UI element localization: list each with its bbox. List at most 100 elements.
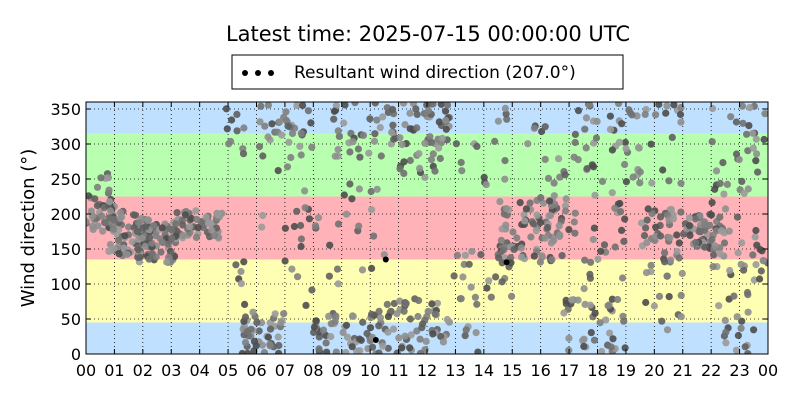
observation-point — [442, 107, 450, 115]
observation-point — [340, 119, 348, 127]
chart-title: Latest time: 2025-07-15 00:00:00 UTC — [226, 22, 630, 46]
x-tick-label: 16 — [530, 361, 550, 380]
observation-point — [89, 212, 97, 220]
observation-point — [319, 326, 328, 334]
x-tick-label: 12 — [417, 361, 437, 380]
observation-point — [355, 185, 363, 193]
observation-point — [330, 107, 338, 115]
observation-point — [544, 223, 552, 232]
observation-point — [168, 234, 176, 242]
observation-point — [241, 313, 250, 321]
observation-point — [351, 102, 359, 107]
observation-point — [134, 219, 142, 227]
observation-point — [591, 191, 599, 199]
observation-point — [421, 173, 429, 182]
observation-point — [522, 205, 531, 213]
observation-point — [271, 310, 279, 318]
observation-point — [340, 191, 348, 199]
observation-point — [558, 252, 566, 260]
observation-point — [240, 124, 248, 132]
observation-point — [109, 225, 117, 233]
observation-point — [110, 216, 118, 224]
observation-point — [571, 229, 579, 237]
observation-point — [97, 174, 105, 182]
x-tick-label: 21 — [673, 361, 693, 380]
y-tick-label: 350 — [50, 100, 81, 119]
observation-point — [379, 342, 387, 350]
observation-point — [354, 145, 362, 153]
observation-point — [342, 321, 351, 329]
observation-point — [752, 135, 760, 143]
observation-point — [467, 283, 475, 291]
observation-point — [749, 144, 757, 152]
x-tick-label: 07 — [275, 361, 295, 380]
observation-point — [581, 125, 589, 133]
observation-point — [349, 138, 357, 146]
observation-point — [756, 275, 764, 283]
observation-point — [419, 320, 427, 328]
observation-point — [622, 178, 631, 186]
observation-point — [494, 117, 502, 125]
x-tick-label: 09 — [332, 361, 352, 380]
observation-point — [495, 254, 503, 262]
observation-point — [502, 110, 510, 118]
observation-point — [241, 338, 250, 347]
observation-point — [652, 111, 660, 119]
observation-point — [268, 120, 276, 128]
observation-point — [365, 149, 373, 157]
observation-point — [503, 115, 511, 123]
observation-point — [647, 140, 655, 148]
observation-point — [105, 198, 114, 206]
observation-point — [375, 349, 383, 354]
observation-point — [580, 335, 588, 343]
observation-point — [459, 273, 467, 281]
observation-point — [749, 251, 757, 259]
x-tick-label: 18 — [587, 361, 607, 380]
observation-point — [548, 256, 556, 264]
x-axis: 00 01 02 03 04 05 06 07 08 09 10 11 12 13 14 15 16 17 18 19… — [76, 102, 778, 380]
legend-dot — [255, 70, 261, 76]
observation-point — [700, 226, 709, 234]
observation-point — [158, 224, 166, 232]
observation-point — [752, 157, 760, 165]
observation-point — [239, 150, 248, 158]
observation-point — [685, 214, 694, 222]
observation-point — [513, 234, 521, 242]
observation-point — [427, 156, 435, 164]
observation-point — [586, 274, 595, 282]
observation-point — [560, 309, 568, 317]
observation-point — [433, 299, 442, 307]
observation-point — [388, 106, 397, 114]
observation-point — [591, 309, 599, 317]
observation-point — [658, 317, 666, 325]
observation-point — [335, 132, 343, 140]
observation-point — [666, 234, 674, 242]
observation-point — [677, 179, 685, 187]
observation-point — [541, 123, 549, 131]
observation-point — [571, 130, 580, 138]
observation-point — [436, 154, 444, 163]
observation-point — [264, 102, 272, 109]
observation-point — [757, 267, 765, 275]
x-tick-label: 17 — [559, 361, 579, 380]
observation-point — [760, 135, 768, 144]
observation-point — [708, 235, 716, 244]
observation-point — [743, 288, 752, 297]
observation-point — [299, 102, 307, 109]
observation-point — [348, 195, 356, 203]
observation-point — [734, 331, 743, 340]
observation-point — [732, 118, 741, 126]
observation-point — [115, 225, 123, 234]
observation-point — [283, 163, 292, 171]
observation-point — [722, 328, 730, 336]
observation-point — [390, 135, 398, 143]
observation-point — [711, 185, 719, 193]
observation-point — [530, 124, 539, 132]
observation-point — [437, 102, 445, 108]
observation-point — [296, 142, 304, 150]
observation-point — [114, 236, 123, 244]
observation-point — [158, 238, 166, 246]
observation-point — [594, 255, 602, 263]
observation-point — [358, 266, 367, 274]
observation-point — [677, 118, 685, 126]
